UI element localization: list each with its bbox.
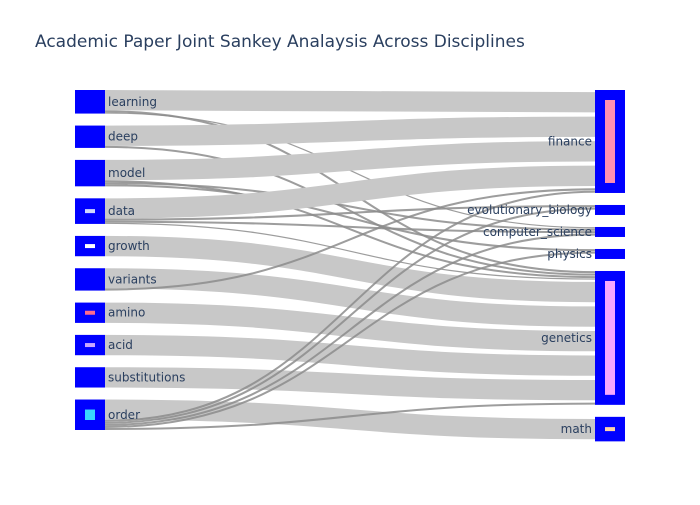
node-mark-growth xyxy=(85,244,95,249)
node-mark-genetics xyxy=(605,280,615,395)
node-label-growth: growth xyxy=(108,239,150,253)
node-label-variants: variants xyxy=(108,272,157,286)
link-data-to-genetics[interactable] xyxy=(104,222,596,280)
node-label-acid: acid xyxy=(108,338,133,352)
link-data-to-computer-science[interactable] xyxy=(104,220,596,234)
link-amino-to-genetics[interactable] xyxy=(104,302,596,352)
node-label-order: order xyxy=(108,408,140,422)
link-deep-to-genetics[interactable] xyxy=(104,145,596,276)
node-variants[interactable]: variants xyxy=(75,268,157,291)
node-label-data: data xyxy=(108,204,135,218)
node-deep[interactable]: deep xyxy=(75,125,138,148)
chart-title: Academic Paper Joint Sankey Analaysis Ac… xyxy=(35,32,525,52)
link-order-to-evolutionary-biology[interactable] xyxy=(104,207,596,424)
sankey-links xyxy=(104,90,596,440)
node-label-computer-science: computer_science xyxy=(483,225,592,239)
node-bar-evolutionary-biology[interactable] xyxy=(595,204,625,215)
node-label-genetics: genetics xyxy=(541,331,592,345)
node-mark-data xyxy=(85,209,95,214)
link-order-to-physics[interactable] xyxy=(104,251,596,428)
node-bar-model[interactable] xyxy=(75,159,105,187)
link-substitutions-to-genetics[interactable] xyxy=(104,367,596,401)
link-variants-to-genetics[interactable] xyxy=(104,268,596,327)
link-model-to-physics[interactable] xyxy=(104,184,596,252)
node-substitutions[interactable]: substitutions xyxy=(75,367,185,388)
link-deep-to-finance[interactable] xyxy=(104,116,596,146)
node-bar-deep[interactable] xyxy=(75,125,105,148)
link-variants-to-finance[interactable] xyxy=(104,188,596,291)
link-model-to-finance[interactable] xyxy=(104,141,596,181)
node-mark-amino xyxy=(85,310,95,315)
node-order[interactable]: order xyxy=(75,399,140,430)
node-label-model: model xyxy=(108,166,145,180)
node-learning[interactable]: learning xyxy=(75,90,157,114)
link-data-to-finance[interactable] xyxy=(104,165,596,219)
node-data[interactable]: data xyxy=(75,198,135,224)
node-physics[interactable]: physics xyxy=(547,247,625,261)
node-bar-variants[interactable] xyxy=(75,268,105,291)
link-order-to-finance[interactable] xyxy=(104,190,596,422)
node-bar-physics[interactable] xyxy=(595,248,625,259)
node-mark-order xyxy=(85,409,95,420)
node-growth[interactable]: growth xyxy=(75,235,150,257)
node-amino[interactable]: amino xyxy=(75,302,145,323)
node-label-evolutionary-biology: evolutionary_biology xyxy=(467,203,592,217)
node-finance[interactable]: finance xyxy=(548,90,625,193)
node-computer-science[interactable]: computer_science xyxy=(483,225,625,239)
node-mark-finance xyxy=(605,100,615,183)
node-label-substitutions: substitutions xyxy=(108,370,185,384)
link-data-to-evolutionary-biology[interactable] xyxy=(104,205,596,221)
node-genetics[interactable]: genetics xyxy=(541,270,625,405)
node-bar-substitutions[interactable] xyxy=(75,367,105,388)
node-acid[interactable]: acid xyxy=(75,334,133,356)
link-order-to-computer-science[interactable] xyxy=(104,233,596,426)
node-label-learning: learning xyxy=(108,95,157,109)
node-bar-computer-science[interactable] xyxy=(595,226,625,237)
node-bar-learning[interactable] xyxy=(75,90,105,114)
node-model[interactable]: model xyxy=(75,159,145,187)
node-evolutionary-biology[interactable]: evolutionary_biology xyxy=(467,203,625,217)
node-math[interactable]: math xyxy=(561,416,625,442)
node-label-deep: deep xyxy=(108,130,138,144)
link-order-to-genetics[interactable] xyxy=(104,402,596,430)
sankey-nodes: learning deep model data growth variants amino… xyxy=(75,90,625,442)
link-model-to-computer-science[interactable] xyxy=(104,182,596,231)
link-acid-to-genetics[interactable] xyxy=(104,334,596,376)
node-mark-math xyxy=(605,427,615,432)
node-label-amino: amino xyxy=(108,306,145,320)
link-growth-to-genetics[interactable] xyxy=(104,235,596,303)
node-label-math: math xyxy=(561,422,592,436)
node-mark-acid xyxy=(85,343,95,348)
link-learning-to-finance[interactable] xyxy=(104,90,596,113)
node-label-physics: physics xyxy=(547,247,592,261)
node-label-finance: finance xyxy=(548,134,592,148)
